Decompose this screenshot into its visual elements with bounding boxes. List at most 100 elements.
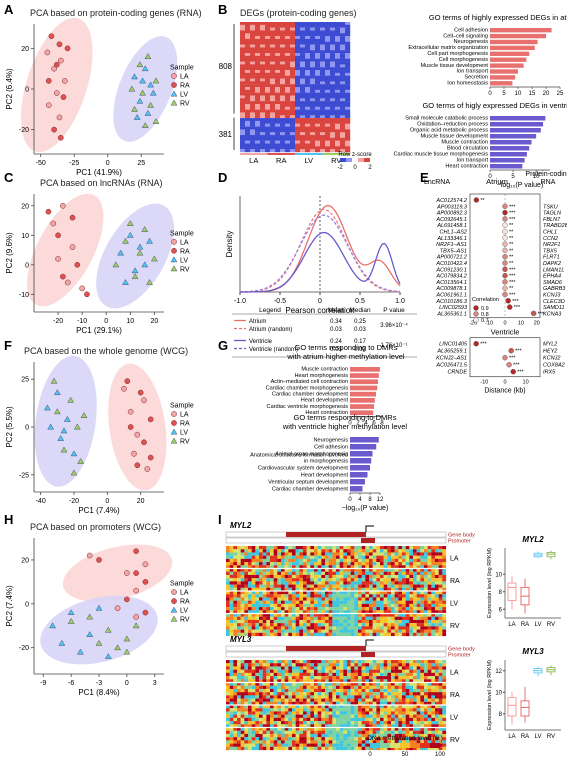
methylation-cell bbox=[328, 679, 333, 683]
heatmap-cell bbox=[295, 143, 301, 147]
methylation-cell bbox=[402, 730, 406, 735]
heatmap-cell bbox=[285, 126, 291, 130]
heatmap-cell bbox=[285, 72, 291, 76]
methylation-cell bbox=[303, 552, 307, 556]
methylation-cell bbox=[424, 714, 428, 718]
methylation-cell bbox=[325, 610, 329, 614]
methylation-cell bbox=[442, 552, 447, 556]
heatmap-cell bbox=[340, 118, 346, 122]
heatmap-cell bbox=[305, 132, 311, 136]
heatmap-cell bbox=[305, 143, 311, 147]
methylation-cell bbox=[277, 695, 282, 699]
lncrna-label: AP003119.3 bbox=[436, 204, 468, 210]
panel-letter-h: H bbox=[4, 512, 13, 527]
methylation-cell bbox=[248, 737, 252, 741]
methylation-cell bbox=[413, 669, 417, 673]
heatmap-cell bbox=[325, 92, 331, 96]
methylation-cell bbox=[226, 555, 230, 559]
go-tick-label: 4 bbox=[358, 497, 362, 503]
methylation-cell bbox=[229, 587, 234, 592]
methylation-cell bbox=[372, 578, 377, 582]
heatmap-cell bbox=[335, 112, 341, 116]
heatmap-cell bbox=[300, 103, 306, 107]
methylation-cell bbox=[266, 711, 271, 715]
methylation-cell bbox=[387, 632, 392, 637]
methylation-cell bbox=[325, 660, 329, 664]
heatmap-cell bbox=[275, 112, 281, 116]
heatmap-cell bbox=[270, 58, 276, 62]
heatmap-cell bbox=[280, 33, 286, 37]
methylation-cell bbox=[394, 740, 399, 744]
methylation-cell bbox=[292, 603, 296, 608]
heatmap-cell bbox=[270, 132, 276, 136]
methylation-cell bbox=[277, 603, 282, 608]
methylation-cell bbox=[306, 632, 311, 637]
methylation-cell bbox=[416, 568, 421, 572]
methylation-cell bbox=[292, 546, 296, 550]
y-tick-label: -25 bbox=[19, 472, 29, 479]
heatmap-cell bbox=[285, 129, 291, 133]
methylation-cell bbox=[442, 682, 447, 686]
heatmap-cell bbox=[270, 112, 276, 116]
methylation-cell bbox=[284, 682, 289, 686]
methylation-cell bbox=[438, 619, 443, 624]
methylation-cell bbox=[317, 558, 322, 563]
methylation-cell bbox=[281, 660, 285, 664]
methylation-cell bbox=[424, 574, 428, 579]
methylation-cell bbox=[372, 594, 377, 598]
methylation-cell bbox=[413, 619, 417, 624]
methylation-cell bbox=[248, 730, 252, 735]
heatmap-cell bbox=[275, 38, 281, 42]
methylation-cell bbox=[244, 695, 249, 699]
methylation-cell bbox=[244, 714, 249, 718]
methylation-cell bbox=[409, 711, 414, 715]
methylation-cell bbox=[317, 695, 322, 699]
methylation-cell bbox=[427, 581, 432, 585]
methylation-cell bbox=[409, 632, 414, 637]
methylation-cell bbox=[273, 565, 278, 569]
heatmap-cell bbox=[255, 67, 261, 71]
methylation-cell bbox=[361, 632, 366, 637]
methylation-cell bbox=[427, 603, 432, 608]
heatmap-cell bbox=[320, 89, 326, 93]
methylation-cell bbox=[369, 737, 373, 741]
methylation-cell bbox=[372, 587, 377, 592]
lncrna-label: AC026471.5 bbox=[435, 363, 468, 369]
methylation-cell bbox=[369, 571, 373, 576]
methylation-cell bbox=[387, 597, 392, 601]
methylation-cell bbox=[336, 578, 340, 582]
methylation-cell bbox=[409, 629, 414, 633]
methylation-cell bbox=[416, 562, 421, 566]
methylation-cell bbox=[372, 600, 377, 604]
heatmap-cell bbox=[305, 137, 311, 141]
methylation-cell bbox=[306, 746, 311, 751]
methylation-cell bbox=[277, 565, 282, 569]
methylation-cell bbox=[365, 705, 370, 709]
methylation-cell bbox=[369, 619, 373, 624]
methylation-cell bbox=[365, 623, 370, 627]
methylation-cell bbox=[350, 555, 355, 559]
methylation-cell bbox=[266, 610, 271, 614]
methylation-cell bbox=[332, 587, 337, 592]
methylation-cell bbox=[369, 610, 373, 614]
methylation-cell bbox=[255, 619, 260, 624]
methylation-cell bbox=[365, 626, 370, 630]
methylation-cell bbox=[380, 600, 384, 604]
methylation-cell bbox=[244, 632, 249, 637]
heatmap-cell bbox=[255, 36, 261, 40]
methylation-cell bbox=[405, 619, 410, 624]
methylation-cell bbox=[347, 695, 351, 699]
methylation-cell bbox=[354, 594, 359, 598]
heatmap-cell bbox=[295, 98, 301, 102]
methylation-cell bbox=[303, 578, 307, 582]
point-RA bbox=[142, 579, 149, 585]
methylation-cell bbox=[233, 692, 238, 696]
y-tick-label: -20 bbox=[19, 127, 29, 134]
methylation-cell bbox=[339, 672, 344, 677]
methylation-cell bbox=[288, 558, 293, 563]
heatmap-cell bbox=[310, 36, 316, 40]
methylation-cell bbox=[259, 546, 263, 550]
heatmap-cell bbox=[320, 33, 326, 37]
methylation-cell bbox=[262, 616, 267, 621]
methylation-cell bbox=[328, 546, 333, 550]
